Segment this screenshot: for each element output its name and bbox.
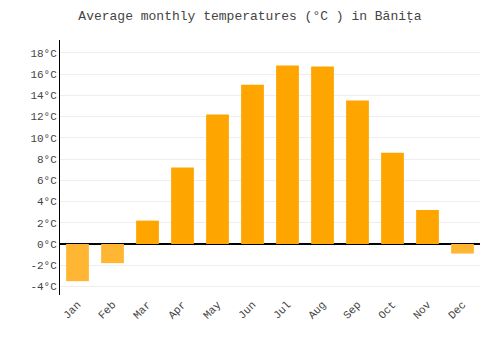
- svg-text:Apr: Apr: [166, 299, 188, 321]
- svg-text:16°C: 16°C: [30, 69, 57, 81]
- svg-text:Jan: Jan: [61, 299, 83, 321]
- svg-text:Aug: Aug: [306, 299, 328, 321]
- svg-text:2°C: 2°C: [37, 218, 57, 230]
- svg-text:May: May: [201, 299, 224, 322]
- svg-text:Mar: Mar: [131, 299, 153, 321]
- svg-text:4°C: 4°C: [37, 196, 57, 208]
- svg-text:6°C: 6°C: [37, 175, 57, 187]
- svg-text:0°C: 0°C: [37, 239, 57, 251]
- svg-text:10°C: 10°C: [30, 133, 57, 145]
- svg-text:Jun: Jun: [236, 299, 258, 321]
- svg-text:Oct: Oct: [376, 299, 398, 321]
- svg-text:Jul: Jul: [271, 299, 293, 321]
- svg-text:Sep: Sep: [341, 299, 363, 321]
- svg-text:Dec: Dec: [446, 299, 468, 321]
- svg-text:-4°C: -4°C: [30, 281, 57, 293]
- svg-text:Average monthly temperatures (: Average monthly temperatures (°C ) in Bă…: [78, 9, 421, 24]
- svg-text:8°C: 8°C: [37, 154, 57, 166]
- svg-text:14°C: 14°C: [30, 90, 57, 102]
- svg-text:18°C: 18°C: [30, 48, 57, 60]
- svg-text:12°C: 12°C: [30, 111, 57, 123]
- svg-text:Feb: Feb: [96, 299, 118, 321]
- svg-text:-2°C: -2°C: [30, 260, 57, 272]
- svg-text:Nov: Nov: [411, 299, 434, 322]
